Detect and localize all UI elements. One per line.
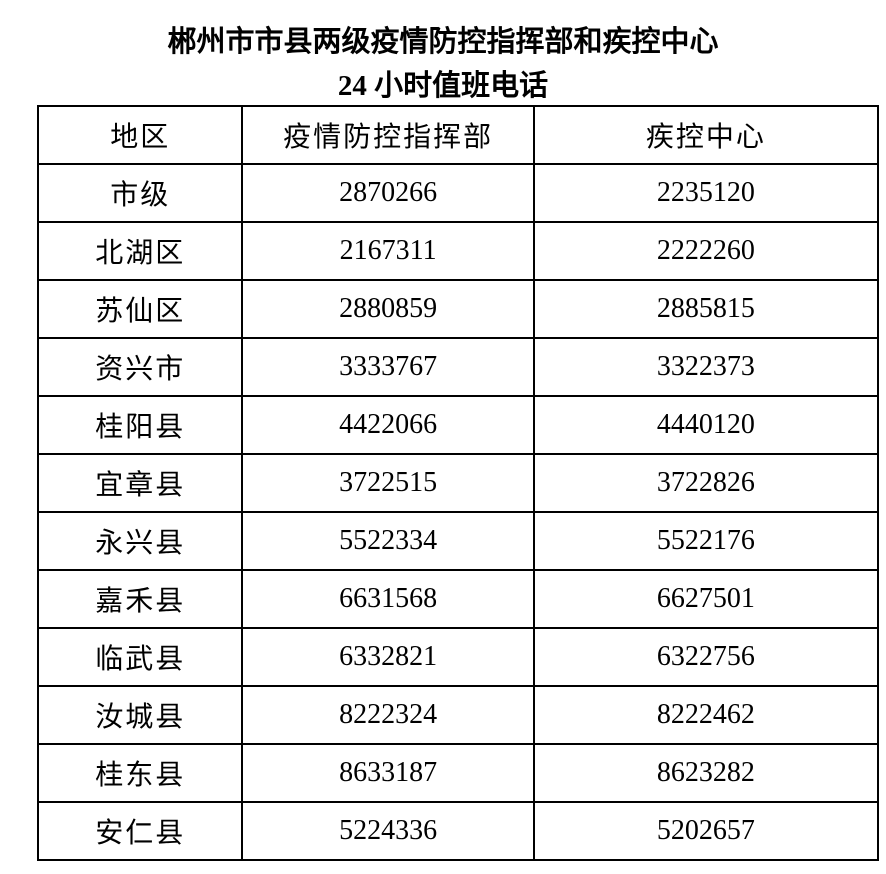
cdc-phone-cell: 4440120 — [532, 395, 880, 455]
region-cell: 北湖区 — [36, 221, 244, 281]
hotline-table: 地区 疫情防控指挥部 疾控中心 市级 2870266 2235120 北湖区 21673… — [36, 105, 880, 861]
command-phone-cell: 4422066 — [241, 395, 535, 455]
table-row: 嘉禾县 6631568 6627501 — [36, 569, 880, 629]
region-cell: 桂阳县 — [36, 395, 244, 455]
command-phone-cell: 3333767 — [241, 337, 535, 397]
cdc-phone-cell: 8222462 — [532, 685, 880, 745]
cdc-phone-cell: 5522176 — [532, 511, 880, 571]
cdc-phone-cell: 2885815 — [532, 279, 880, 339]
table-row: 安仁县 5224336 5202657 — [36, 801, 880, 861]
region-cell: 永兴县 — [36, 511, 244, 571]
document-subtitle: 24 小时值班电话 — [337, 70, 549, 102]
command-phone-cell: 8633187 — [241, 743, 535, 803]
document-title: 郴州市市县两级疫情防控指挥部和疾控中心 — [167, 26, 719, 58]
table-header-row: 地区 疫情防控指挥部 疾控中心 — [36, 105, 880, 165]
command-phone-cell: 2880859 — [241, 279, 535, 339]
table-row: 临武县 6332821 6322756 — [36, 627, 880, 687]
cdc-phone-cell: 6627501 — [532, 569, 880, 629]
table-row: 桂东县 8633187 8623282 — [36, 743, 880, 803]
command-phone-cell: 5224336 — [241, 801, 535, 861]
region-cell: 苏仙区 — [36, 279, 244, 339]
cdc-phone-cell: 3722826 — [532, 453, 880, 513]
command-phone-cell: 6332821 — [241, 627, 535, 687]
header-command: 疫情防控指挥部 — [241, 105, 535, 165]
cdc-phone-cell: 2222260 — [532, 221, 880, 281]
region-cell: 宜章县 — [36, 453, 244, 513]
cdc-phone-cell: 6322756 — [532, 627, 880, 687]
region-cell: 市级 — [36, 163, 244, 223]
table-row: 宜章县 3722515 3722826 — [36, 453, 880, 513]
region-cell: 临武县 — [36, 627, 244, 687]
command-phone-cell: 2870266 — [241, 163, 535, 223]
table-row: 市级 2870266 2235120 — [36, 163, 880, 223]
region-cell: 安仁县 — [36, 801, 244, 861]
table-row: 桂阳县 4422066 4440120 — [36, 395, 880, 455]
table-row: 苏仙区 2880859 2885815 — [36, 279, 880, 339]
cdc-phone-cell: 8623282 — [532, 743, 880, 803]
table-row: 永兴县 5522334 5522176 — [36, 511, 880, 571]
header-region: 地区 — [36, 105, 244, 165]
command-phone-cell: 3722515 — [241, 453, 535, 513]
region-cell: 桂东县 — [36, 743, 244, 803]
command-phone-cell: 5522334 — [241, 511, 535, 571]
header-cdc: 疾控中心 — [532, 105, 880, 165]
cdc-phone-cell: 2235120 — [532, 163, 880, 223]
cdc-phone-cell: 5202657 — [532, 801, 880, 861]
table-row: 资兴市 3333767 3322373 — [36, 337, 880, 397]
table-row: 北湖区 2167311 2222260 — [36, 221, 880, 281]
region-cell: 嘉禾县 — [36, 569, 244, 629]
command-phone-cell: 8222324 — [241, 685, 535, 745]
region-cell: 汝城县 — [36, 685, 244, 745]
command-phone-cell: 6631568 — [241, 569, 535, 629]
command-phone-cell: 2167311 — [241, 221, 535, 281]
region-cell: 资兴市 — [36, 337, 244, 397]
cdc-phone-cell: 3322373 — [532, 337, 880, 397]
table-row: 汝城县 8222324 8222462 — [36, 685, 880, 745]
